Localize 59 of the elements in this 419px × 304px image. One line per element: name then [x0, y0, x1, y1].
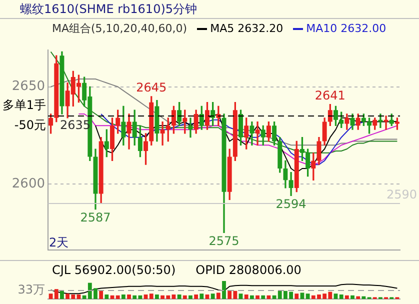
bar — [256, 295, 260, 299]
bar — [99, 290, 104, 299]
bar — [266, 295, 271, 299]
bar — [344, 295, 349, 299]
bar — [362, 296, 366, 299]
annotation: 2645 — [136, 80, 167, 95]
bar — [200, 294, 204, 299]
annotation: 2587 — [80, 210, 111, 224]
bar — [216, 292, 220, 299]
bar — [144, 294, 148, 299]
y-tick-label: 2600 — [12, 176, 45, 192]
bar — [116, 295, 120, 299]
y-tick-label: 2650 — [12, 79, 45, 94]
bar — [300, 292, 304, 299]
bar — [244, 294, 248, 299]
bar — [177, 294, 182, 299]
ref-line-label: 33万 — [18, 282, 45, 297]
bar — [48, 294, 53, 299]
bar — [194, 294, 198, 299]
bar — [172, 294, 176, 299]
legend-label: MA5 2632.20 — [210, 22, 284, 35]
annotation: 2641 — [314, 88, 346, 102]
bar — [154, 294, 159, 299]
chart-title: CJL 56902.00(50:50) — [52, 263, 176, 277]
bar — [210, 294, 215, 299]
bar — [250, 295, 254, 299]
x-axis-title: 2天 — [49, 235, 69, 250]
bar — [294, 294, 299, 299]
candlestick — [384, 116, 388, 130]
bar — [121, 294, 126, 299]
annotation: 2594 — [276, 196, 306, 211]
bar — [104, 294, 109, 299]
bar — [205, 294, 210, 299]
candlestick — [255, 121, 260, 146]
bar — [60, 290, 64, 299]
bar — [149, 294, 154, 299]
text: -50元 — [14, 118, 46, 132]
bar — [182, 295, 187, 299]
candlestick — [378, 114, 383, 128]
bar — [306, 294, 310, 299]
bar — [76, 294, 81, 299]
bar — [356, 296, 360, 299]
text: OPID 2808006.00 — [196, 263, 302, 277]
bar — [188, 295, 192, 299]
annotation: 2575 — [208, 234, 240, 248]
chart-title: 螺纹1610(SHME rb1610)5分钟 — [20, 2, 198, 16]
text: 多单1手 — [2, 98, 46, 112]
legend-title: MA组合(5,10,20,40,60,0) — [52, 22, 188, 35]
bar — [222, 281, 226, 299]
bar — [127, 294, 131, 299]
candlestick — [160, 121, 165, 146]
bar — [334, 294, 338, 299]
bar — [54, 289, 58, 299]
bar — [238, 294, 243, 299]
bar — [261, 295, 266, 299]
legend-label: MA10 2632.00 — [306, 22, 386, 35]
bar — [339, 294, 344, 299]
bar — [350, 295, 354, 299]
candlestick — [188, 118, 193, 138]
